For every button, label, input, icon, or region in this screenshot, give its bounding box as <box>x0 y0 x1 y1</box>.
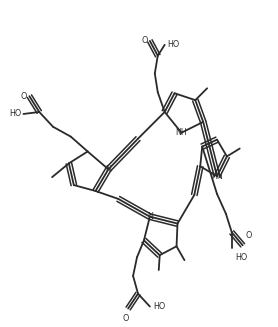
Text: O: O <box>142 36 148 45</box>
Text: HN: HN <box>211 172 223 181</box>
Text: NH: NH <box>176 128 187 137</box>
Text: HO: HO <box>9 110 21 118</box>
Text: HO: HO <box>168 40 180 49</box>
Text: N: N <box>105 165 111 174</box>
Text: O: O <box>123 315 129 323</box>
Text: O: O <box>246 232 252 240</box>
Text: HO: HO <box>153 302 165 311</box>
Text: N: N <box>147 212 153 221</box>
Text: O: O <box>20 92 26 101</box>
Text: HO: HO <box>235 253 247 262</box>
